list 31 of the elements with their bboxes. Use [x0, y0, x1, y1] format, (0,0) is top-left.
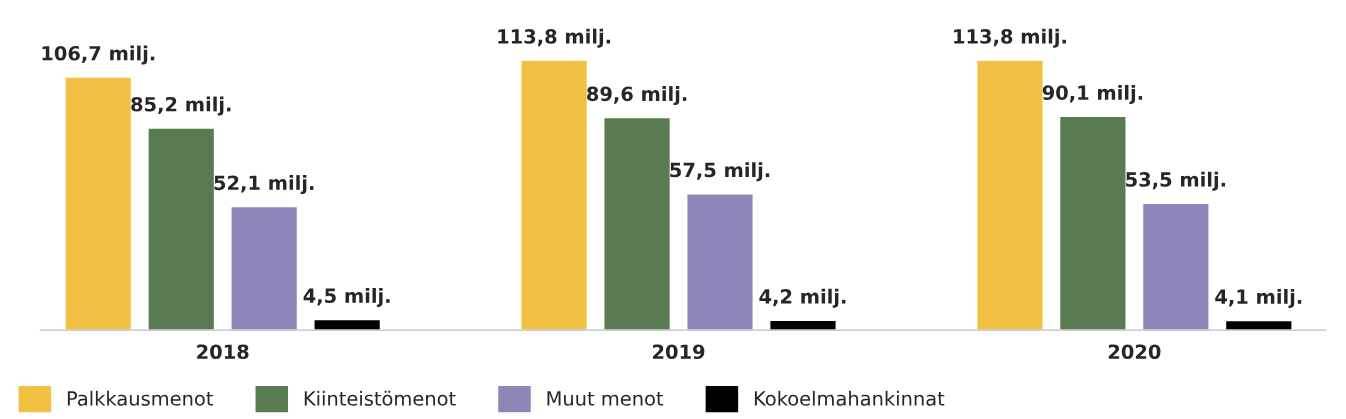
data-label: 57,5 milj.: [670, 162, 770, 182]
legend-label: Kokoelmahankinnat: [754, 390, 945, 406]
bar: [230, 205, 299, 331]
bar: [313, 318, 382, 331]
bar: [1224, 319, 1293, 331]
bar: [769, 319, 837, 331]
x-tick-label: 2019: [653, 344, 705, 360]
legend-label: Palkkausmenot: [67, 390, 213, 406]
data-label: 4,5 milj.: [303, 288, 390, 307]
data-label: 85,2 milj.: [131, 96, 231, 116]
data-label: 4,2 milj.: [759, 288, 846, 308]
bar: [1058, 115, 1127, 331]
bar: [603, 116, 672, 331]
data-label: 113,8 milj.: [954, 28, 1066, 48]
bar: [64, 76, 133, 331]
legend-label: Muut menot: [547, 391, 664, 406]
bar: [1141, 202, 1210, 331]
bar: [147, 127, 216, 331]
x-tick-label: 2020: [1108, 344, 1161, 360]
data-label: 4,1 milj.: [1215, 288, 1302, 308]
data-label: 90,1 milj.: [1042, 84, 1143, 104]
bar: [686, 193, 754, 331]
data-label: 52,1 milj.: [214, 175, 314, 195]
data-label: 53,5 milj.: [1126, 171, 1226, 191]
data-label: 89,6 milj.: [587, 86, 687, 106]
data-label: 113,8 milj.: [498, 28, 611, 48]
legend-label: Kiinteistömenot: [304, 390, 456, 406]
x-tick-label: 2018: [197, 344, 249, 360]
bar: [975, 59, 1044, 331]
data-label: 106,7 milj.: [42, 45, 155, 65]
bar: [520, 59, 589, 331]
